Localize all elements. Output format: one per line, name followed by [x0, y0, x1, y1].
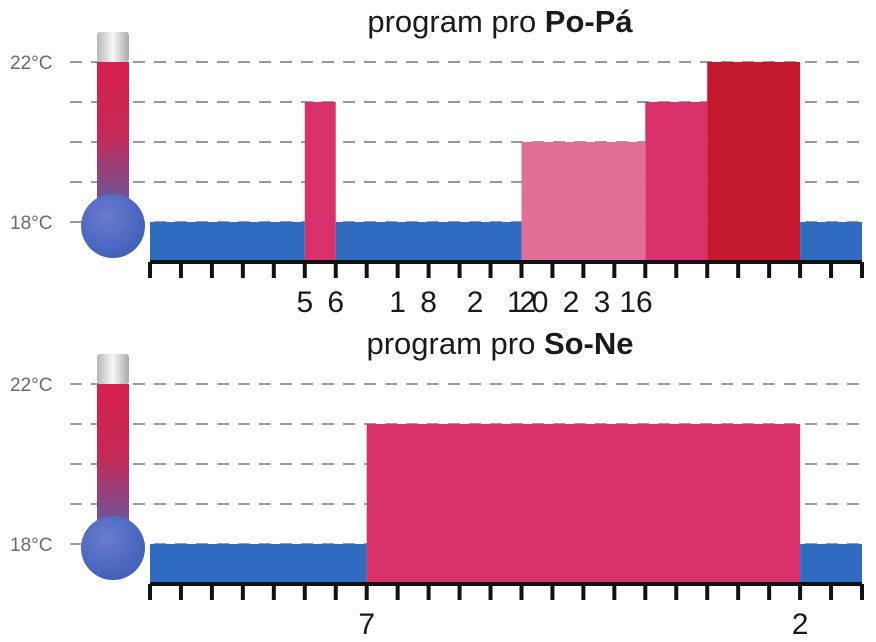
- temp-bar: [521, 142, 646, 262]
- x-tick-label: 8: [420, 286, 437, 319]
- temp-bar: [304, 102, 336, 262]
- chart-svg: 18°C 22°C 7 2: [10, 354, 866, 641]
- x-tick-label: 2: [563, 286, 580, 319]
- chart-title: program pro Po-Pá: [367, 4, 633, 39]
- x-tick-label: 5: [296, 286, 313, 319]
- x-tick-label: 7: [358, 608, 375, 641]
- x-tick-label: 2: [792, 608, 809, 641]
- x-tick-label: 16: [619, 286, 652, 319]
- temp-bar: [150, 222, 305, 262]
- temp-bar: [150, 544, 367, 584]
- y-tick-label: 18°C: [10, 535, 52, 556]
- temp-bar: [707, 62, 801, 262]
- y-tick-label: 18°C: [10, 213, 52, 234]
- temp-bar: [366, 424, 801, 584]
- chart-svg: 18°C22°C5 6 1 8 2 120 2 3 16: [10, 32, 866, 319]
- x-tick-label: 0: [532, 286, 549, 319]
- chart-so-ne: program pro So-Ne 18°C 22°C 7 2: [0, 322, 876, 642]
- x-tick-label: 3: [594, 286, 611, 319]
- thermometer-cap: [97, 32, 129, 62]
- temp-bar: [800, 222, 862, 262]
- temp-bar: [335, 222, 522, 262]
- y-tick-label: 22°C: [10, 375, 52, 396]
- x-tick-label: 2: [467, 286, 484, 319]
- y-tick-label: 22°C: [10, 53, 52, 74]
- chart-title: program pro So-Ne: [366, 326, 634, 361]
- thermometer-bulb: [81, 194, 145, 258]
- thermometer-bulb: [81, 516, 145, 580]
- temp-bar: [645, 102, 708, 262]
- chart-po-pa: program pro Po-Pá 18°C 22°C 5 6 1 8 2 1 2 0 2 3 16: [0, 0, 876, 320]
- temp-bar: [800, 544, 862, 584]
- thermometer-cap: [97, 354, 129, 384]
- x-tick-label: 1: [389, 286, 406, 319]
- x-tick-label: 6: [327, 286, 344, 319]
- x-tick-label: 2: [519, 286, 536, 319]
- x-tick-label: 1: [507, 286, 524, 319]
